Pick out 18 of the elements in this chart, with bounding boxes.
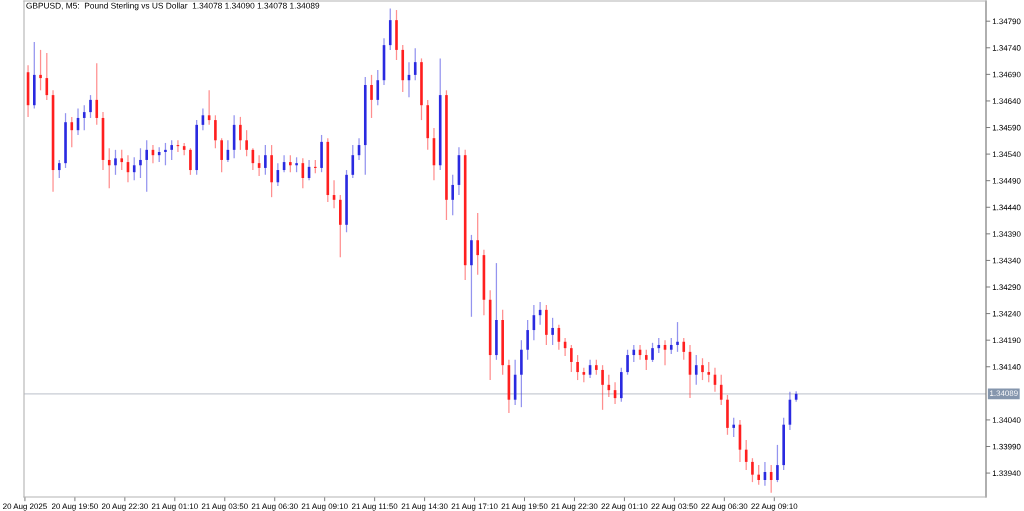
candlestick xyxy=(139,147,142,179)
candlestick xyxy=(676,321,679,353)
candlestick xyxy=(39,49,42,91)
candlestick xyxy=(295,156,298,173)
candlestick xyxy=(189,147,192,176)
candlestick xyxy=(214,114,217,149)
chart-title: GBPUSD, M5: Pound Sterling vs US Dollar 1.34078 1.34090 1.34078 1.34089 xyxy=(26,2,320,11)
candlestick xyxy=(626,349,629,376)
candlestick xyxy=(776,444,779,483)
candlestick xyxy=(576,354,579,381)
candlestick xyxy=(114,149,117,176)
candlestick xyxy=(164,142,167,166)
candlestick xyxy=(601,364,604,411)
candlestick xyxy=(701,357,704,381)
candlestick xyxy=(751,457,754,483)
candlestick xyxy=(370,74,373,119)
candlestick xyxy=(89,94,92,119)
candlestick xyxy=(651,342,654,363)
